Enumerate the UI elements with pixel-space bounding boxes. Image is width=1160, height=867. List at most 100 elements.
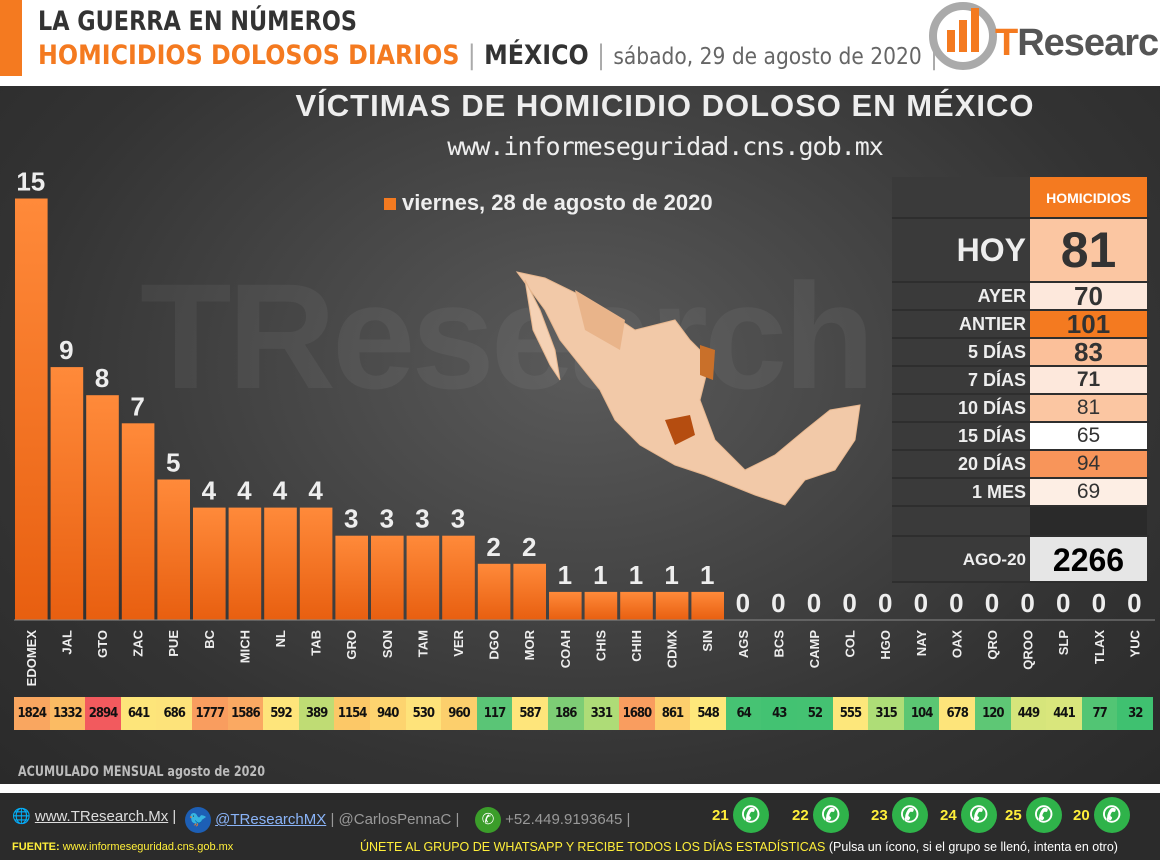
- tresearch-logo: TResearch: [925, 0, 1160, 82]
- row-value: 65: [1030, 423, 1147, 449]
- row-label: ANTIER: [892, 311, 1030, 337]
- row-value: 101: [1030, 311, 1147, 337]
- monthly-cell: 641: [120, 697, 157, 730]
- web-link[interactable]: 🌐 www.TResearch.Mx |: [12, 808, 177, 825]
- web-text: www.TResearch.Mx: [34, 808, 169, 825]
- bar-value-label: 3: [344, 504, 358, 534]
- bar-value-label: 4: [308, 476, 323, 506]
- x-tick-label: NAY: [914, 630, 929, 657]
- x-tick-label: AGS: [736, 630, 751, 659]
- x-tick-label: OAX: [949, 630, 964, 659]
- summary-row: 1 MES 69: [892, 479, 1149, 507]
- bar-SON: [371, 535, 404, 620]
- phone-text: +52.449.9193645: [505, 811, 623, 828]
- subtitle-text: HOMICIDIOS DOLOSOS DIARIOS: [38, 40, 460, 71]
- x-tick-label: HGO: [878, 630, 893, 660]
- group-number: 23: [871, 806, 888, 824]
- join-note: (Pulsa un ícono, si el grupo se llenó, i…: [828, 840, 1118, 854]
- header: LA GUERRA EN NÚMEROS HOMICIDIOS DOLOSOS …: [0, 0, 1160, 86]
- monthly-cell: 1154: [334, 697, 370, 730]
- x-tick-label: NL: [273, 630, 288, 647]
- monthly-cell: 555: [832, 697, 869, 730]
- chart-legend: viernes, 28 de agosto de 2020: [384, 190, 713, 216]
- bar-value-label: 3: [415, 504, 429, 534]
- month-value: 2266: [1030, 537, 1147, 581]
- monthly-cell: 315: [868, 697, 904, 730]
- monthly-cell: 43: [761, 697, 798, 730]
- summary-row: AYER 70: [892, 283, 1149, 311]
- separator: |: [597, 40, 606, 71]
- twitter-link[interactable]: 🐦 @TResearchMX | @CarlosPennaC |: [185, 807, 459, 833]
- monthly-cell: 2894: [85, 697, 121, 730]
- logo-chart-icon: [929, 2, 997, 70]
- monthly-cell: 548: [690, 697, 726, 730]
- x-tick-label: SLP: [1056, 630, 1071, 656]
- bar-value-label: 1: [629, 560, 643, 590]
- whatsapp-group-button[interactable]: 23 ✆: [871, 797, 928, 833]
- bar-value-label: 0: [807, 588, 821, 618]
- monthly-row: 1824 1332 2894 641 686 1777 1586 592 389 1154 940 5…: [14, 697, 1153, 730]
- monthly-cell: 960: [441, 697, 477, 730]
- x-tick-label: GRO: [344, 630, 359, 660]
- bar-value-label: 5: [166, 448, 180, 478]
- row-value: 83: [1030, 339, 1147, 365]
- x-tick-label: JAL: [59, 630, 74, 655]
- bar-NL: [264, 507, 297, 620]
- x-tick-label: SON: [380, 630, 395, 658]
- monthly-cell: 104: [903, 697, 940, 730]
- monthly-cell: 120: [975, 697, 1011, 730]
- whatsapp-icon: ✆: [1093, 797, 1130, 833]
- bar-MICH: [228, 507, 262, 620]
- x-tick-label: YUC: [1127, 629, 1142, 657]
- bar-TAB: [299, 507, 333, 620]
- bar-value-label: 0: [949, 588, 963, 618]
- x-tick-label: COAH: [558, 630, 573, 668]
- bar-MOR: [513, 563, 546, 620]
- source-label: FUENTE:: [12, 841, 60, 853]
- bar-value-label: 8: [95, 363, 109, 393]
- whatsapp-group-button[interactable]: 21 ✆: [712, 797, 769, 833]
- monthly-cell: 449: [1010, 697, 1047, 730]
- phone[interactable]: ✆ +52.449.9193645 |: [475, 807, 630, 833]
- bar-CHIS: [584, 591, 618, 620]
- whatsapp-group-button[interactable]: 22 ✆: [792, 797, 849, 833]
- bar-SIN: [691, 591, 724, 620]
- bar-value-label: 0: [1020, 588, 1034, 618]
- row-value: 81: [1030, 395, 1147, 421]
- bar-value-label: 0: [1092, 588, 1106, 618]
- x-tick-label: TAM: [415, 630, 430, 657]
- bar-GRO: [335, 535, 368, 620]
- header-date: sábado, 29 de agosto de 2020: [613, 44, 922, 70]
- x-tick-label: TAB: [309, 630, 324, 656]
- row-label: HOY: [892, 219, 1030, 281]
- bar-value-label: 0: [1056, 588, 1070, 618]
- whatsapp-icon: ✆: [891, 797, 928, 833]
- bar-value-label: 4: [202, 476, 217, 506]
- monthly-cell: 52: [797, 697, 833, 730]
- bar-value-label: 0: [914, 588, 928, 618]
- bar-value-label: 0: [878, 588, 892, 618]
- bar-value-label: 4: [237, 476, 252, 506]
- bar-value-label: 1: [593, 560, 607, 590]
- row-value: 94: [1030, 451, 1147, 477]
- bar-value-label: 9: [59, 335, 73, 365]
- watermark: TResearch: [140, 252, 875, 420]
- summary-row: 10 DÍAS 81: [892, 395, 1149, 423]
- bar-EDOMEX: [15, 198, 48, 620]
- join-text: ÚNETE AL GRUPO DE WHATSAPP Y RECIBE TODO…: [360, 840, 1118, 854]
- whatsapp-group-button[interactable]: 25 ✆: [1005, 797, 1062, 833]
- join-main: ÚNETE AL GRUPO DE WHATSAPP Y RECIBE TODO…: [360, 840, 826, 854]
- x-tick-label: TLAX: [1092, 630, 1107, 664]
- twitter-text: @TResearchMX: [215, 811, 327, 828]
- phone-icon: ✆: [475, 807, 501, 833]
- x-tick-label: CHIS: [593, 630, 608, 661]
- monthly-cell: 186: [547, 697, 584, 730]
- chart-subtitle: www.informeseguridad.cns.gob.mx: [447, 132, 884, 161]
- whatsapp-group-button[interactable]: 24 ✆: [940, 797, 997, 833]
- monthly-cell: 1586: [227, 697, 264, 730]
- row-label: 10 DÍAS: [892, 395, 1030, 421]
- whatsapp-group-button[interactable]: 20 ✆: [1073, 797, 1130, 833]
- monthly-cell: 1680: [619, 697, 655, 730]
- x-tick-label: CHIH: [629, 630, 644, 662]
- row-label: AYER: [892, 283, 1030, 309]
